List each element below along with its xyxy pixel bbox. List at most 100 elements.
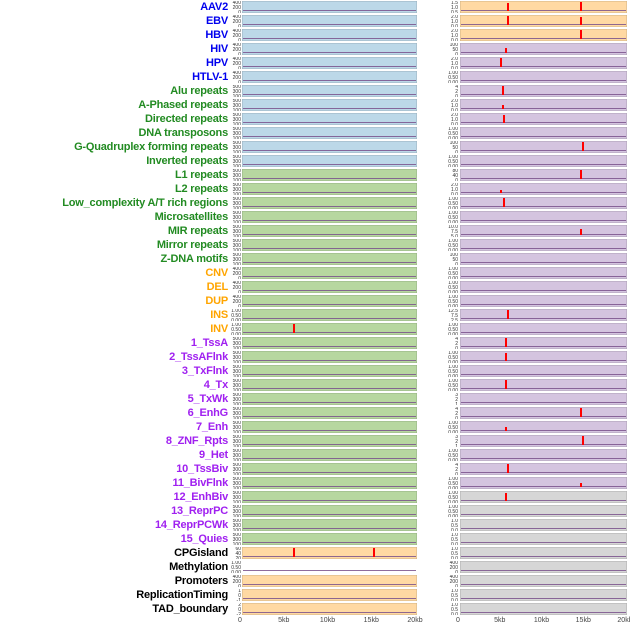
row-label: G-Quadruplex forming repeats bbox=[74, 141, 228, 153]
y-axis-tick-label: 100 bbox=[232, 136, 241, 140]
left-track-y-axis: 1.00 0.50 0.00 bbox=[230, 309, 242, 321]
y-axis-tick-label: 400 bbox=[232, 71, 241, 76]
signal-baseline bbox=[243, 80, 416, 81]
y-axis-tick-label: 300 bbox=[232, 257, 241, 263]
signal-baseline bbox=[243, 10, 416, 11]
signal-baseline bbox=[461, 444, 626, 445]
y-axis-tick-label: 500 bbox=[232, 141, 241, 146]
track-row: 2_TssAFlnk5003001000 1.000.500.00 bbox=[0, 350, 630, 364]
signal-spike bbox=[503, 114, 506, 123]
right-track bbox=[460, 155, 627, 167]
y-axis-tick-label: 0.50 bbox=[448, 159, 458, 165]
row-label: 14_ReprPCWk bbox=[155, 519, 228, 531]
row-label: Inverted repeats bbox=[146, 155, 228, 167]
left-track bbox=[242, 99, 417, 111]
right-track bbox=[460, 463, 627, 475]
y-axis-tick-label: 2.0 bbox=[451, 113, 458, 118]
signal-baseline bbox=[243, 150, 416, 151]
y-axis-tick-label: 100 bbox=[232, 388, 241, 392]
right-track bbox=[460, 575, 627, 587]
y-axis-tick-label: 0.00 bbox=[448, 388, 458, 392]
signal-baseline bbox=[461, 206, 626, 207]
track-row: DEL 400 200 0 1.00 0.50 0.00 bbox=[0, 280, 630, 294]
left-track bbox=[242, 435, 417, 447]
y-axis-tick-label: 0.0 bbox=[451, 66, 458, 70]
signal-spike bbox=[580, 229, 583, 235]
signal-baseline bbox=[461, 332, 626, 333]
y-axis-tick-label: 0.0 bbox=[451, 528, 458, 532]
signal-baseline bbox=[243, 94, 416, 95]
right-track bbox=[460, 379, 627, 391]
y-axis-tick-label: 0.50 bbox=[448, 327, 458, 333]
row-label: 11_BivFlnk bbox=[172, 477, 229, 489]
y-axis-tick-label: 100 bbox=[232, 416, 241, 420]
y-axis-tick-label: 500 bbox=[232, 337, 241, 342]
signal-baseline bbox=[461, 262, 626, 263]
row-label: 4_Tx bbox=[203, 379, 228, 391]
y-axis-tick-label: 1.00 bbox=[231, 309, 241, 314]
right-track bbox=[460, 407, 627, 419]
signal-baseline bbox=[243, 304, 416, 305]
left-track-y-axis: 1 0 -1 bbox=[230, 589, 242, 601]
left-track bbox=[242, 323, 417, 335]
y-axis-tick-label: 100 bbox=[232, 444, 241, 448]
y-axis-tick-label: 0.50 bbox=[448, 495, 458, 501]
y-axis-tick-label: 100 bbox=[449, 253, 458, 258]
y-axis-tick-label: 3 bbox=[455, 435, 458, 440]
signal-baseline bbox=[461, 276, 626, 277]
signal-baseline bbox=[243, 332, 416, 333]
left-track bbox=[242, 379, 417, 391]
signal-baseline bbox=[461, 164, 626, 165]
y-axis-tick-label: 400 bbox=[232, 43, 241, 48]
signal-baseline bbox=[243, 570, 416, 571]
y-axis-tick-label: 0 bbox=[455, 150, 458, 154]
left-track bbox=[242, 421, 417, 433]
signal-baseline bbox=[243, 220, 416, 221]
y-axis-tick-label: 100 bbox=[232, 178, 241, 182]
y-axis-tick-label: 1.00 bbox=[448, 155, 458, 160]
y-axis-tick-label: 500 bbox=[232, 407, 241, 412]
y-axis-tick-label: 0.00 bbox=[448, 360, 458, 364]
signal-baseline bbox=[243, 458, 416, 459]
y-axis-tick-label: 0 bbox=[238, 52, 241, 56]
y-axis-tick-label: 0 bbox=[238, 607, 241, 613]
signal-baseline bbox=[243, 318, 416, 319]
y-axis-tick-label: 1.0 bbox=[451, 187, 458, 193]
signal-spike bbox=[580, 29, 583, 39]
track-row: 11_BivFlnk5003001000 1.000.500.00 bbox=[0, 476, 630, 490]
right-track-y-axis: 400 200 0 bbox=[417, 561, 460, 573]
row-label: ReplicationTiming bbox=[136, 589, 228, 601]
signal-baseline bbox=[461, 66, 626, 67]
left-track bbox=[242, 589, 417, 601]
y-axis-tick-label: 100 bbox=[232, 458, 241, 462]
right-track bbox=[460, 71, 627, 83]
right-track bbox=[460, 239, 627, 251]
right-track-y-axis: 1.00 0.50 0.00 bbox=[417, 281, 460, 293]
track-row: Z-DNA motifs5003001000100500 bbox=[0, 252, 630, 266]
signal-baseline bbox=[461, 416, 626, 417]
y-axis-tick-label: 50 bbox=[452, 257, 458, 263]
track-row: 7_Enh5003001000 1.000.500.00 bbox=[0, 420, 630, 434]
track-row: 3_TxFlnk5003001000 1.000.500.00 bbox=[0, 364, 630, 378]
y-axis-tick-label: 500 bbox=[232, 477, 241, 482]
y-axis-tick-label: 200 bbox=[232, 271, 241, 277]
x-axis-tick-label: 0 bbox=[456, 617, 460, 624]
signal-spike bbox=[506, 2, 509, 11]
y-axis-tick-label: 100 bbox=[232, 346, 241, 350]
y-axis-tick-label: 80 bbox=[452, 169, 458, 174]
y-axis-tick-label: 500 bbox=[232, 505, 241, 510]
left-track bbox=[242, 253, 417, 265]
y-axis-tick-label: 400 bbox=[232, 15, 241, 20]
y-axis-tick-label: 0.50 bbox=[448, 481, 458, 487]
row-label: A-Phased repeats bbox=[138, 99, 228, 111]
y-axis-tick-label: 500 bbox=[232, 211, 241, 216]
signal-baseline bbox=[243, 416, 416, 417]
y-axis-tick-label: 1.00 bbox=[448, 281, 458, 286]
y-axis-tick-label: 0.00 bbox=[448, 276, 458, 280]
y-axis-tick-label: 0.00 bbox=[231, 318, 241, 322]
track-row: DNA transposons5003001000 1.000.500.00 bbox=[0, 126, 630, 140]
y-axis-tick-label: 2.0 bbox=[451, 57, 458, 62]
signal-baseline bbox=[461, 108, 626, 109]
left-track-y-axis: 5003001000 bbox=[230, 435, 242, 447]
